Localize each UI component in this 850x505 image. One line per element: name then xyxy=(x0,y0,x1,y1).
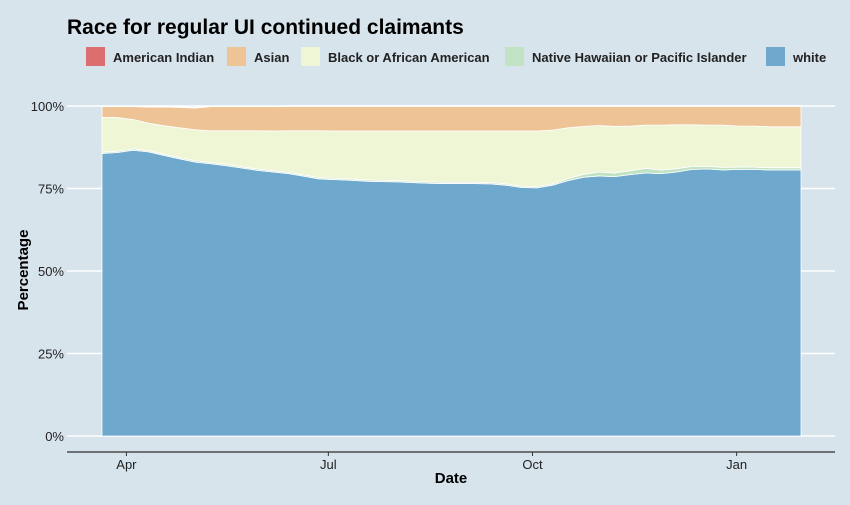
legend-item-white: white xyxy=(766,47,826,66)
legend-item-black-or-african-american: Black or African American xyxy=(301,47,490,66)
area-white xyxy=(101,149,802,437)
legend-swatch xyxy=(766,47,785,66)
legend-item-asian: Asian xyxy=(227,47,289,66)
axes: Apr Jul Oct Jan xyxy=(67,451,835,472)
legend-label: white xyxy=(792,50,826,65)
x-axis-label: Date xyxy=(435,470,468,487)
area-american-indian xyxy=(101,105,802,109)
legend-swatch xyxy=(227,47,246,66)
x-tick-label: Apr xyxy=(116,457,137,472)
y-tick-label: 0% xyxy=(45,429,64,444)
legend-swatch xyxy=(505,47,524,66)
y-tick-label: 75% xyxy=(38,182,64,197)
legend: American Indian Asian Black or African Ame… xyxy=(86,47,826,66)
legend-swatch xyxy=(301,47,320,66)
legend-item-american-indian: American Indian xyxy=(86,47,214,66)
y-tick-label: 100% xyxy=(31,99,65,114)
legend-label: Native Hawaiian or Pacific Islander xyxy=(532,50,747,65)
legend-item-native-hawaiian-or-pacific-islander: Native Hawaiian or Pacific Islander xyxy=(505,47,747,66)
legend-label: Asian xyxy=(254,50,289,65)
x-tick-label: Jul xyxy=(320,457,337,472)
plot-areas xyxy=(101,105,802,437)
y-tick-label: 25% xyxy=(38,347,64,362)
y-axis-label: Percentage xyxy=(15,230,32,311)
y-tick-label: 50% xyxy=(38,264,64,279)
chart-title: Race for regular UI continued claimants xyxy=(67,16,464,39)
legend-swatch xyxy=(86,47,105,66)
legend-label: Black or African American xyxy=(328,50,490,65)
legend-label: American Indian xyxy=(113,50,214,65)
x-tick-label: Jan xyxy=(726,457,747,472)
x-tick-label: Oct xyxy=(522,457,543,472)
